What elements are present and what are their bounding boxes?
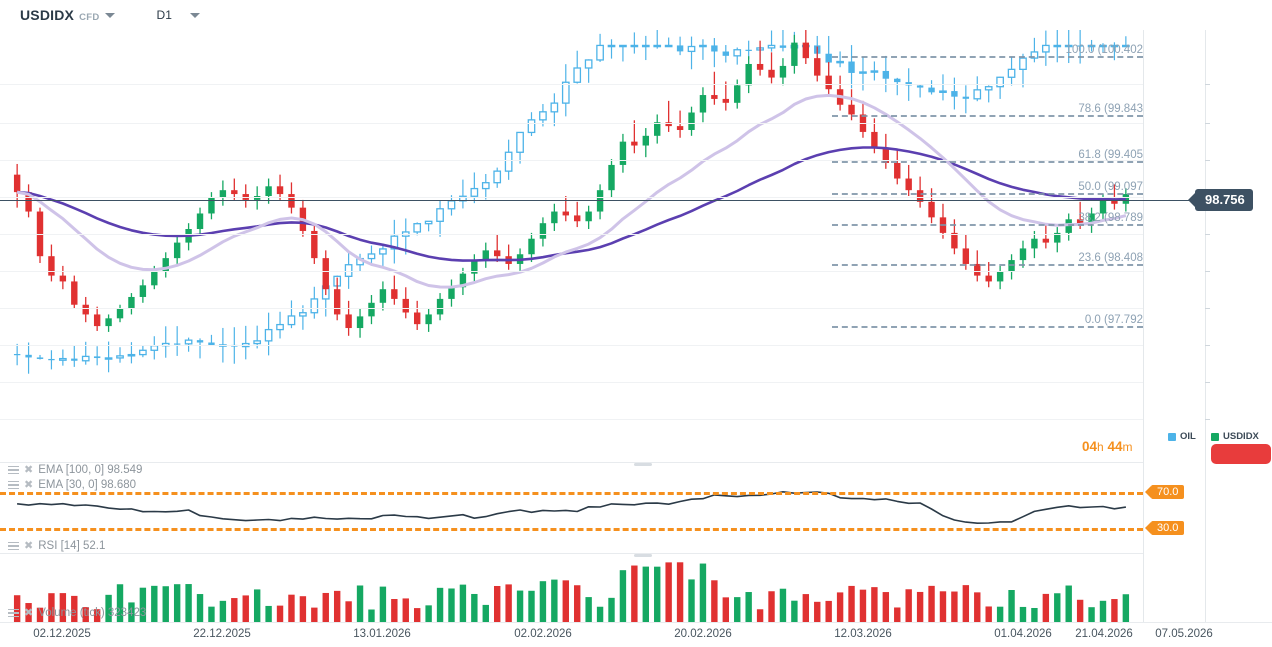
rsi-oversold-band [0, 528, 1143, 531]
axis-tick-mark [1205, 419, 1210, 420]
volume-axis[interactable]: 11608575804280 [1205, 555, 1272, 622]
chart-header: USDIDX CFD D1 [0, 0, 1272, 30]
rsi-level-badge-30: 30.0 [1151, 521, 1185, 535]
hamburger-menu-icon[interactable] [8, 480, 19, 490]
legend-swatch-oil [1168, 432, 1176, 441]
panel-resize-handle[interactable] [634, 554, 652, 557]
current-price-tag: 98.756 [1195, 189, 1253, 211]
symbol-name: USDIDX [20, 7, 75, 23]
indicator-label: EMA [30, 0] 98.680 [38, 479, 137, 491]
sell-button[interactable] [1211, 444, 1271, 464]
indicator-label: EMA [100, 0] 98.549 [38, 464, 143, 476]
time-axis-label: 22.12.2025 [193, 628, 251, 640]
axis-tick-mark [1205, 345, 1210, 346]
axis-tick-mark [1205, 160, 1210, 161]
rsi-axis[interactable]: 100.070.030.00.0 [1205, 464, 1272, 553]
candlestick-series [13, 30, 1130, 374]
indicator-row-ema30[interactable]: ✖ EMA [30, 0] 98.680 [8, 479, 136, 491]
legend-label-oil: OIL [1180, 431, 1196, 442]
rsi-overbought-band [0, 492, 1143, 495]
hamburger-menu-icon[interactable] [8, 541, 19, 551]
axis-tick-mark [1205, 84, 1210, 85]
price-chart-panel[interactable]: 100.0 (100.402 78.6 (99.843 61.8 (99.405 50… [0, 30, 1193, 491]
fib-level-line[interactable] [832, 193, 1143, 195]
hamburger-menu-icon[interactable] [8, 465, 19, 475]
hamburger-menu-icon[interactable] [8, 608, 19, 618]
volume-panel[interactable]: ✖ Volume (tick) 323423 [0, 555, 1143, 622]
time-axis-label: 21.04.2026 [1075, 628, 1133, 640]
rsi-panel[interactable]: ✖ RSI [14] 52.1 [0, 464, 1143, 553]
volume-series [13, 562, 1130, 622]
indicator-row-rsi[interactable]: ✖ RSI [14] 52.1 [8, 540, 105, 552]
rsi-axis-levels: 70.0 30.0 [1143, 464, 1205, 553]
legend-swatch-usdidx [1211, 432, 1219, 441]
time-axis[interactable]: 02.12.2025 22.12.2025 13.01.2026 02.02.2026… [0, 622, 1272, 647]
time-axis-label: 02.12.2025 [33, 628, 91, 640]
close-icon[interactable]: ✖ [24, 606, 34, 619]
fib-level-line[interactable] [832, 224, 1143, 226]
rsi-series [17, 491, 1127, 524]
axis-divider-oil [1143, 30, 1144, 622]
bar-countdown-timer: 04h 44m [1082, 439, 1133, 454]
fib-level-line[interactable] [832, 115, 1143, 117]
symbol-selector[interactable]: USDIDX CFD [20, 7, 115, 23]
timeframe-label: D1 [156, 8, 172, 22]
axis-tick-mark [1205, 271, 1210, 272]
axis-tick-mark [1205, 234, 1210, 235]
fib-level-label: 0.0 (97.792 [1084, 314, 1143, 326]
price-axis-oil[interactable]: 115.37110.11104.8599.5894.3289.0683.8078… [1143, 30, 1205, 462]
indicator-label: RSI [14] 52.1 [38, 540, 106, 552]
time-axis-label: 13.01.2026 [353, 628, 411, 640]
price-axis-usdidx[interactable]: 100.14699.70299.25798.36897.92497.48097.… [1195, 30, 1272, 462]
fib-level-label: 50.0 (99.097 [1078, 181, 1143, 193]
axis-tick-mark [1205, 308, 1210, 309]
fib-level-label: 23.6 (98.408 [1078, 252, 1143, 264]
chevron-down-icon[interactable] [189, 12, 200, 18]
fib-level-line[interactable] [832, 56, 1143, 58]
fib-level-label: 78.6 (99.843 [1078, 103, 1143, 115]
timeframe-selector[interactable]: D1 [157, 8, 200, 22]
time-axis-label: 02.02.2026 [514, 628, 572, 640]
time-axis-label: 20.02.2026 [674, 628, 732, 640]
axis-tick-mark [1205, 123, 1210, 124]
time-axis-label: 12.03.2026 [834, 628, 892, 640]
symbol-kind: CFD [79, 12, 100, 23]
time-axis-label: 01.04.2026 [994, 628, 1052, 640]
fib-level-label: 38.2 (98.789 [1078, 212, 1143, 224]
panel-resize-handle[interactable] [634, 463, 652, 466]
fib-level-line[interactable] [832, 326, 1143, 328]
chevron-down-icon[interactable] [104, 12, 115, 18]
fib-level-line[interactable] [832, 264, 1143, 266]
indicator-label: Volume (tick) 323423 [38, 607, 147, 619]
indicator-row-volume[interactable]: ✖ Volume (tick) 323423 [8, 607, 146, 619]
legend-chip-usdidx[interactable]: USDIDX [1211, 431, 1259, 442]
indicator-row-ema100[interactable]: ✖ EMA [100, 0] 98.549 [8, 464, 142, 476]
legend-label-usdidx: USDIDX [1223, 431, 1259, 442]
fib-level-line[interactable] [832, 161, 1143, 163]
current-price-line [0, 200, 1193, 201]
time-axis-label: 07.05.2026 [1155, 628, 1213, 640]
axis-tick-mark [1205, 382, 1210, 383]
axis-divider-main [1205, 30, 1206, 622]
fib-level-label: 100.0 (100.402 [1065, 44, 1143, 56]
rsi-level-badge-70: 70.0 [1151, 485, 1185, 499]
close-icon[interactable]: ✖ [24, 463, 34, 476]
legend-chip-oil[interactable]: OIL [1168, 431, 1196, 442]
close-icon[interactable]: ✖ [24, 539, 34, 552]
fib-level-label: 61.8 (99.405 [1078, 149, 1143, 161]
close-icon[interactable]: ✖ [24, 478, 34, 491]
